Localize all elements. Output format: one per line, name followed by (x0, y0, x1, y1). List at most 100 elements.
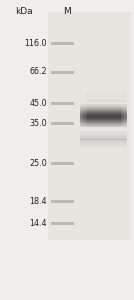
Bar (94, 113, 95, 114)
Bar (108, 123, 109, 124)
Bar (120, 105, 121, 106)
Bar (118, 107, 120, 108)
Bar (82, 108, 83, 109)
Bar (80, 141, 127, 142)
Bar (90, 117, 91, 118)
Bar (113, 109, 114, 110)
Bar (95, 105, 96, 106)
Bar (100, 120, 101, 121)
Bar (98, 112, 100, 113)
Bar (125, 109, 127, 110)
Bar (121, 126, 122, 127)
Bar (83, 113, 84, 114)
Bar (111, 105, 113, 106)
Bar (125, 105, 127, 106)
Bar (89, 108, 90, 109)
Bar (120, 112, 121, 113)
Bar (82, 126, 83, 127)
Bar (123, 115, 124, 116)
Bar (83, 125, 84, 126)
Bar (117, 111, 118, 112)
Bar (103, 109, 104, 110)
Bar (121, 115, 122, 116)
Text: M: M (63, 8, 71, 16)
Bar (101, 107, 102, 108)
Bar (103, 108, 104, 109)
Bar (121, 110, 122, 111)
Bar (122, 115, 123, 116)
Bar (109, 111, 110, 112)
Bar (91, 126, 93, 127)
Bar (123, 122, 124, 123)
Bar (80, 109, 81, 110)
Bar (96, 126, 97, 127)
Bar (86, 119, 87, 120)
Bar (89, 113, 90, 114)
Bar (98, 125, 100, 126)
Bar (116, 116, 117, 117)
Bar (95, 122, 96, 123)
Bar (117, 124, 118, 125)
Bar (86, 110, 87, 111)
Bar (101, 119, 102, 120)
Bar (107, 124, 108, 125)
Bar (93, 121, 94, 122)
Bar (84, 107, 86, 108)
Bar (94, 122, 95, 123)
Bar (91, 108, 93, 109)
Bar (104, 121, 105, 122)
Bar (107, 122, 108, 123)
Bar (83, 107, 84, 108)
Bar (95, 113, 96, 114)
Bar (96, 118, 97, 119)
Bar (114, 126, 115, 127)
Bar (114, 125, 115, 126)
Bar (102, 116, 103, 117)
Bar (93, 118, 94, 119)
Bar (114, 123, 115, 124)
Bar (121, 113, 122, 114)
Bar (86, 112, 87, 113)
Bar (117, 120, 118, 121)
Bar (97, 108, 98, 109)
Bar (97, 115, 98, 116)
Bar (111, 124, 113, 125)
Bar (113, 116, 114, 117)
Bar (109, 126, 110, 127)
Bar (120, 125, 121, 126)
Bar (88, 123, 89, 124)
Bar (116, 114, 117, 115)
Bar (121, 105, 122, 106)
Bar (124, 108, 125, 109)
Bar (123, 117, 124, 118)
Bar (97, 123, 98, 124)
Bar (96, 116, 97, 117)
Bar (98, 107, 100, 108)
Bar (118, 110, 120, 111)
Bar (93, 125, 94, 126)
Bar (118, 117, 120, 118)
Bar (80, 104, 81, 105)
Bar (117, 126, 118, 127)
Bar (82, 117, 83, 118)
Bar (81, 124, 82, 125)
Bar (111, 112, 113, 113)
Bar (121, 119, 122, 120)
Bar (81, 116, 82, 117)
Bar (95, 108, 96, 109)
Bar (109, 121, 110, 122)
Bar (82, 121, 83, 122)
Bar (93, 116, 94, 117)
Bar (90, 121, 91, 122)
Bar (80, 132, 127, 133)
Bar (105, 113, 107, 114)
Bar (116, 105, 117, 106)
Bar (123, 106, 124, 107)
Bar (88, 114, 89, 115)
Bar (120, 115, 121, 116)
Bar (86, 124, 87, 125)
Bar (83, 117, 84, 118)
Bar (121, 114, 122, 115)
Bar (90, 105, 91, 106)
Bar (120, 113, 121, 114)
